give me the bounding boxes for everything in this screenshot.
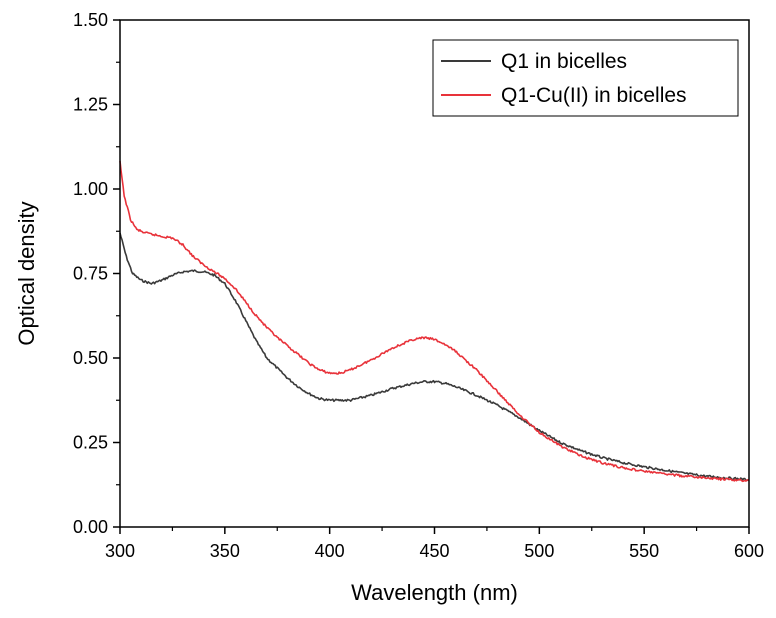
x-tick-label: 350 — [210, 541, 240, 561]
x-tick-label: 500 — [524, 541, 554, 561]
plot-area — [119, 160, 750, 483]
x-tick-label: 300 — [105, 541, 135, 561]
y-axis-ticks: 0.00 0.25 0.50 0.75 1.00 1.25 1.50 — [73, 10, 120, 537]
x-axis-title: Wavelength (nm) — [351, 580, 518, 605]
y-tick-label: 1.25 — [73, 95, 108, 115]
y-tick-label: 0.75 — [73, 264, 108, 284]
x-axis-ticks: 300 350 400 450 500 550 600 — [105, 527, 764, 561]
x-tick-label: 400 — [315, 541, 345, 561]
y-tick-label: 1.00 — [73, 179, 108, 199]
legend-label-2: Q1-Cu(II) in bicelles — [501, 84, 687, 107]
legend-label-1: Q1 in bicelles — [501, 50, 627, 73]
x-tick-label: 550 — [629, 541, 659, 561]
series-line-1 — [119, 232, 750, 482]
y-tick-label: 1.50 — [73, 10, 108, 30]
x-tick-label: 600 — [734, 541, 764, 561]
y-tick-label: 0.25 — [73, 433, 108, 453]
series-line-2 — [119, 160, 750, 483]
x-tick-label: 450 — [419, 541, 449, 561]
y-tick-label: 0.50 — [73, 348, 108, 368]
y-tick-label: 0.00 — [73, 517, 108, 537]
legend: Q1 in bicelles Q1-Cu(II) in bicelles — [432, 39, 739, 117]
y-axis-title: Optical density — [14, 201, 39, 345]
legend-box — [432, 39, 739, 117]
